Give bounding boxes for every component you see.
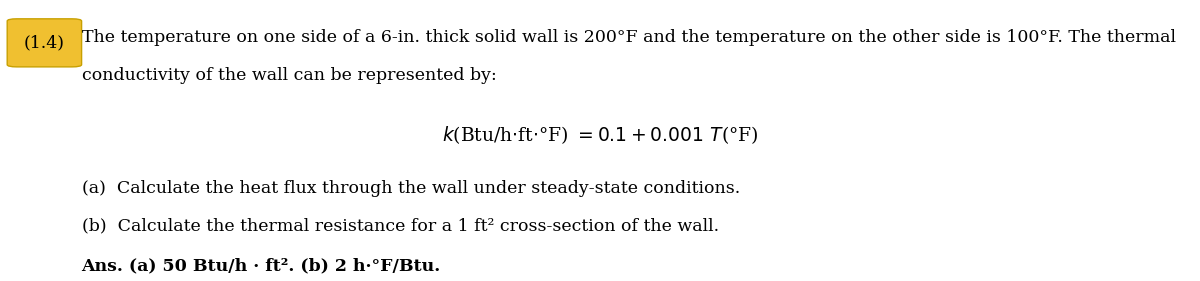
Text: (a)  Calculate the heat flux through the wall under steady-state conditions.: (a) Calculate the heat flux through the …	[82, 180, 740, 197]
Text: (1.4): (1.4)	[24, 34, 65, 51]
FancyBboxPatch shape	[7, 19, 82, 67]
Text: $k$(Btu/h$\cdot$ft$\cdot$°F) $= 0.1 + 0.001\ T$(°F): $k$(Btu/h$\cdot$ft$\cdot$°F) $= 0.1 + 0.…	[442, 124, 758, 146]
Text: Ans. (a) 50 Btu/h · ft². (b) 2 h·°F/Btu.: Ans. (a) 50 Btu/h · ft². (b) 2 h·°F/Btu.	[82, 257, 440, 274]
Text: The temperature on one side of a 6-in. thick solid wall is 200°F and the tempera: The temperature on one side of a 6-in. t…	[82, 30, 1176, 46]
Text: conductivity of the wall can be represented by:: conductivity of the wall can be represen…	[82, 67, 497, 84]
Text: (b)  Calculate the thermal resistance for a 1 ft² cross-section of the wall.: (b) Calculate the thermal resistance for…	[82, 218, 719, 235]
